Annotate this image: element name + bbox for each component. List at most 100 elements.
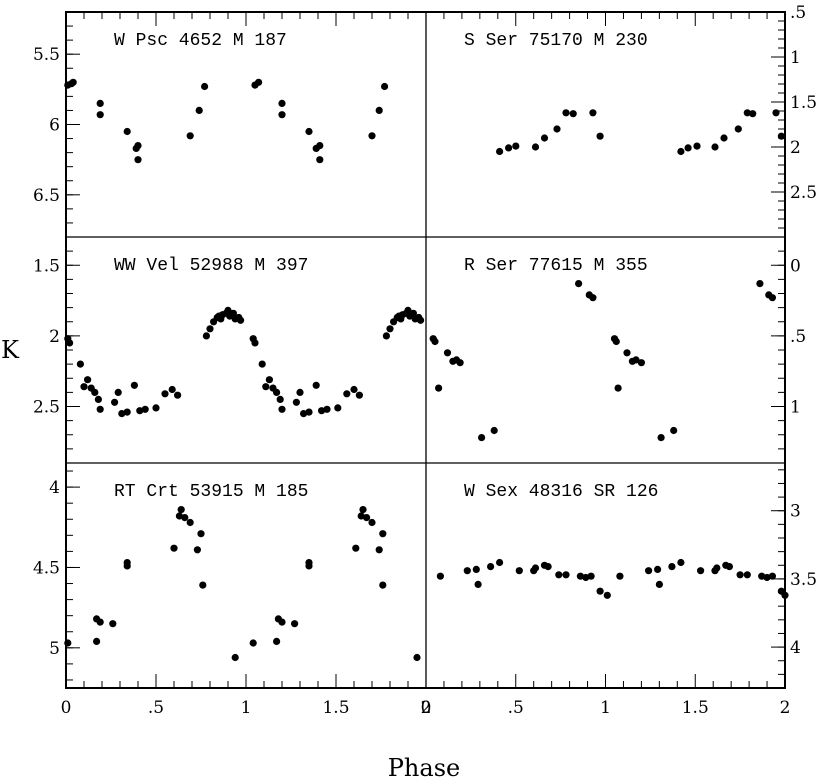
- data-point: [575, 280, 583, 288]
- y-tick-label: 1: [790, 398, 801, 418]
- data-point: [443, 349, 452, 357]
- data-point: [456, 359, 464, 367]
- y-tick-label: 6.5: [33, 186, 60, 206]
- data-point: [555, 571, 563, 579]
- y-tick-label: 2: [790, 138, 801, 158]
- data-point: [637, 359, 646, 367]
- data-point: [312, 381, 320, 389]
- panel-w-sex: 3 3.5 4 W Sex 48316 SR 126: [436, 469, 817, 675]
- panel-r-ser: 0 .5 1 R Ser 77615 M 355: [429, 250, 806, 450]
- panel-label: WW Vel 52988 M 397: [114, 256, 308, 276]
- y-tick-label: 4: [790, 638, 801, 658]
- y-tick-label: 2.5: [790, 183, 817, 203]
- x-tick-label: 1: [241, 698, 252, 718]
- data-point: [141, 405, 149, 413]
- data-point: [777, 132, 786, 140]
- y-tick-label: 1.5: [790, 93, 817, 113]
- data-point: [505, 144, 513, 152]
- data-point: [736, 571, 744, 579]
- data-point: [94, 395, 102, 403]
- data-point: [368, 132, 376, 140]
- data-point: [197, 530, 205, 538]
- data-point: [91, 388, 99, 396]
- data-point: [305, 408, 313, 416]
- data-point: [229, 309, 237, 317]
- data-point: [177, 506, 185, 514]
- data-point: [276, 395, 284, 403]
- data-point: [96, 111, 104, 119]
- data-point: [562, 109, 570, 117]
- data-point: [668, 563, 676, 571]
- data-point: [265, 376, 273, 384]
- data-point: [318, 407, 326, 415]
- data-point: [435, 384, 443, 392]
- data-point: [743, 571, 751, 579]
- figure-frame: 0.5 1 1.5 20.5 1 1.5 2: [61, 11, 790, 718]
- data-point: [677, 558, 685, 567]
- y-tick-label: 6: [49, 116, 60, 136]
- data-point: [576, 572, 585, 580]
- data-point: [168, 385, 176, 394]
- data-point: [553, 125, 561, 133]
- data-point: [278, 99, 286, 107]
- data-point: [544, 563, 552, 571]
- y-tick-label: 4: [49, 478, 60, 498]
- data-point: [206, 325, 214, 333]
- data-point: [134, 156, 142, 164]
- data-point: [496, 147, 504, 156]
- data-point: [413, 653, 421, 662]
- data-point: [743, 109, 751, 117]
- data-point: [531, 564, 540, 572]
- panel-rt-crt: 4 4.5 5 RT Crt 53915 M 185: [33, 470, 421, 681]
- data-point: [170, 544, 178, 552]
- data-point: [496, 558, 504, 567]
- data-point: [175, 512, 183, 520]
- data-point: [368, 518, 376, 527]
- x-tick-label: .5: [508, 698, 524, 718]
- data-point: [569, 110, 577, 118]
- data-point: [255, 78, 263, 86]
- data-point: [258, 360, 266, 368]
- data-point: [645, 567, 653, 575]
- data-point: [616, 572, 624, 580]
- data-point: [323, 405, 331, 413]
- data-point: [66, 339, 74, 347]
- data-point: [713, 564, 721, 572]
- data-point: [296, 388, 304, 396]
- data-point: [96, 618, 104, 626]
- data-point: [603, 591, 611, 599]
- data-point: [409, 309, 417, 317]
- data-point: [490, 426, 498, 435]
- data-point: [355, 391, 363, 399]
- data-point: [93, 637, 101, 646]
- data-point: [463, 567, 471, 575]
- data-point: [478, 434, 486, 442]
- data-point: [186, 132, 194, 140]
- data-point: [352, 544, 360, 552]
- data-point: [76, 360, 84, 368]
- data-point: [382, 332, 390, 340]
- data-point: [768, 572, 777, 580]
- data-point: [123, 562, 131, 570]
- y-tick-label: 5: [49, 639, 60, 659]
- data-point: [237, 316, 245, 324]
- data-point: [111, 398, 119, 406]
- data-point: [300, 410, 308, 418]
- x-tick-label: 0: [61, 698, 72, 718]
- data-point: [249, 639, 257, 647]
- data-point: [80, 383, 88, 391]
- data-point: [291, 620, 299, 628]
- data-point: [199, 581, 207, 589]
- data-point: [632, 356, 640, 364]
- y-tick-label: 5.5: [33, 45, 60, 65]
- y-tick-label: 3: [790, 502, 801, 522]
- data-point: [375, 546, 383, 554]
- data-point: [614, 384, 622, 392]
- data-point: [655, 580, 664, 589]
- y-tick-label: 1: [790, 48, 801, 68]
- data-point: [772, 109, 780, 117]
- data-point: [96, 99, 104, 107]
- y-tick-label: 2.5: [33, 398, 60, 418]
- x-tick-label: 2: [421, 698, 432, 718]
